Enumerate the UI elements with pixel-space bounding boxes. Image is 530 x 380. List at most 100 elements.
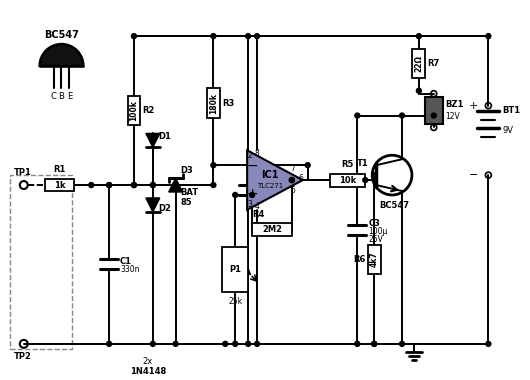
Circle shape	[131, 182, 136, 187]
Circle shape	[355, 341, 360, 346]
Text: −: −	[246, 159, 258, 173]
Text: C2: C2	[259, 179, 271, 188]
Circle shape	[250, 193, 254, 198]
Circle shape	[400, 113, 404, 118]
Circle shape	[211, 163, 216, 168]
Text: BT1: BT1	[502, 106, 520, 115]
Circle shape	[233, 341, 237, 346]
Circle shape	[211, 34, 216, 39]
Text: BAT: BAT	[181, 188, 199, 198]
Circle shape	[151, 182, 155, 187]
Text: TLC271: TLC271	[257, 183, 283, 189]
Text: D1: D1	[158, 132, 171, 141]
Text: R4: R4	[252, 210, 264, 219]
Text: 100n: 100n	[259, 188, 278, 198]
Circle shape	[245, 34, 251, 39]
Text: D2: D2	[158, 204, 171, 213]
Circle shape	[173, 182, 178, 187]
Text: 8: 8	[255, 149, 259, 158]
Circle shape	[107, 341, 112, 346]
Text: 6: 6	[299, 174, 304, 182]
Bar	[252, 223, 292, 236]
Circle shape	[245, 341, 251, 346]
Bar	[45, 179, 74, 192]
Text: 180k: 180k	[209, 93, 218, 114]
Text: TP2: TP2	[14, 352, 32, 361]
Circle shape	[363, 177, 368, 182]
Polygon shape	[146, 133, 160, 147]
Text: R7: R7	[427, 59, 439, 68]
Bar	[207, 88, 220, 118]
Circle shape	[211, 182, 216, 187]
Text: R5: R5	[341, 160, 354, 169]
Text: 85: 85	[181, 198, 192, 207]
Bar	[425, 97, 443, 125]
Text: 12V: 12V	[446, 112, 461, 121]
Text: 100k: 100k	[129, 100, 138, 121]
Circle shape	[372, 173, 377, 177]
Bar	[222, 247, 248, 292]
Circle shape	[223, 341, 228, 346]
Circle shape	[254, 34, 260, 39]
Text: 2M2: 2M2	[262, 225, 282, 234]
Circle shape	[151, 182, 155, 187]
Text: 4k7: 4k7	[370, 252, 379, 268]
Circle shape	[107, 182, 112, 187]
Circle shape	[417, 88, 421, 93]
Circle shape	[431, 113, 436, 118]
Text: R3: R3	[222, 99, 234, 108]
Text: BC547: BC547	[44, 30, 79, 40]
Circle shape	[107, 182, 112, 187]
Circle shape	[131, 182, 136, 187]
Circle shape	[289, 177, 294, 182]
Text: BC547: BC547	[379, 201, 409, 210]
Text: IC1: IC1	[261, 170, 279, 180]
Circle shape	[355, 113, 360, 118]
Text: C: C	[51, 92, 57, 101]
Circle shape	[89, 182, 94, 187]
Wedge shape	[40, 44, 83, 66]
Text: 100µ: 100µ	[368, 227, 387, 236]
Polygon shape	[169, 178, 183, 192]
Circle shape	[372, 341, 377, 346]
Text: R1: R1	[54, 165, 66, 174]
Text: 9V: 9V	[502, 126, 513, 135]
Text: C3: C3	[368, 219, 380, 228]
Text: T1: T1	[357, 159, 368, 168]
Text: D3: D3	[181, 166, 193, 175]
Text: 22Ω: 22Ω	[414, 55, 423, 72]
Circle shape	[417, 34, 421, 39]
Text: 7: 7	[290, 164, 295, 173]
Circle shape	[151, 341, 155, 346]
Circle shape	[254, 341, 260, 346]
Polygon shape	[146, 198, 160, 212]
Bar	[330, 174, 365, 187]
Circle shape	[486, 341, 491, 346]
Circle shape	[372, 341, 377, 346]
Text: +: +	[246, 187, 258, 201]
Text: 3: 3	[248, 200, 253, 209]
Circle shape	[233, 193, 237, 198]
Text: 2: 2	[248, 151, 252, 160]
Text: 330n: 330n	[120, 265, 139, 274]
Polygon shape	[247, 150, 303, 210]
Text: TP1: TP1	[14, 168, 32, 177]
Text: E: E	[67, 92, 72, 101]
Circle shape	[305, 163, 310, 168]
Circle shape	[289, 177, 294, 182]
Text: 25V: 25V	[368, 235, 383, 244]
Bar	[10, 175, 73, 349]
Circle shape	[486, 34, 491, 39]
Text: 1k: 1k	[54, 180, 65, 190]
Text: 10k: 10k	[339, 176, 356, 185]
Text: R2: R2	[143, 106, 155, 115]
Text: 2x: 2x	[143, 357, 153, 366]
Text: B: B	[58, 92, 65, 101]
Text: 5: 5	[290, 185, 295, 195]
Text: +: +	[469, 101, 478, 111]
Text: R6: R6	[354, 255, 366, 264]
Text: 4: 4	[254, 203, 260, 211]
Bar	[368, 245, 381, 274]
Text: P1: P1	[229, 265, 241, 274]
Text: 1N4148: 1N4148	[130, 367, 166, 376]
